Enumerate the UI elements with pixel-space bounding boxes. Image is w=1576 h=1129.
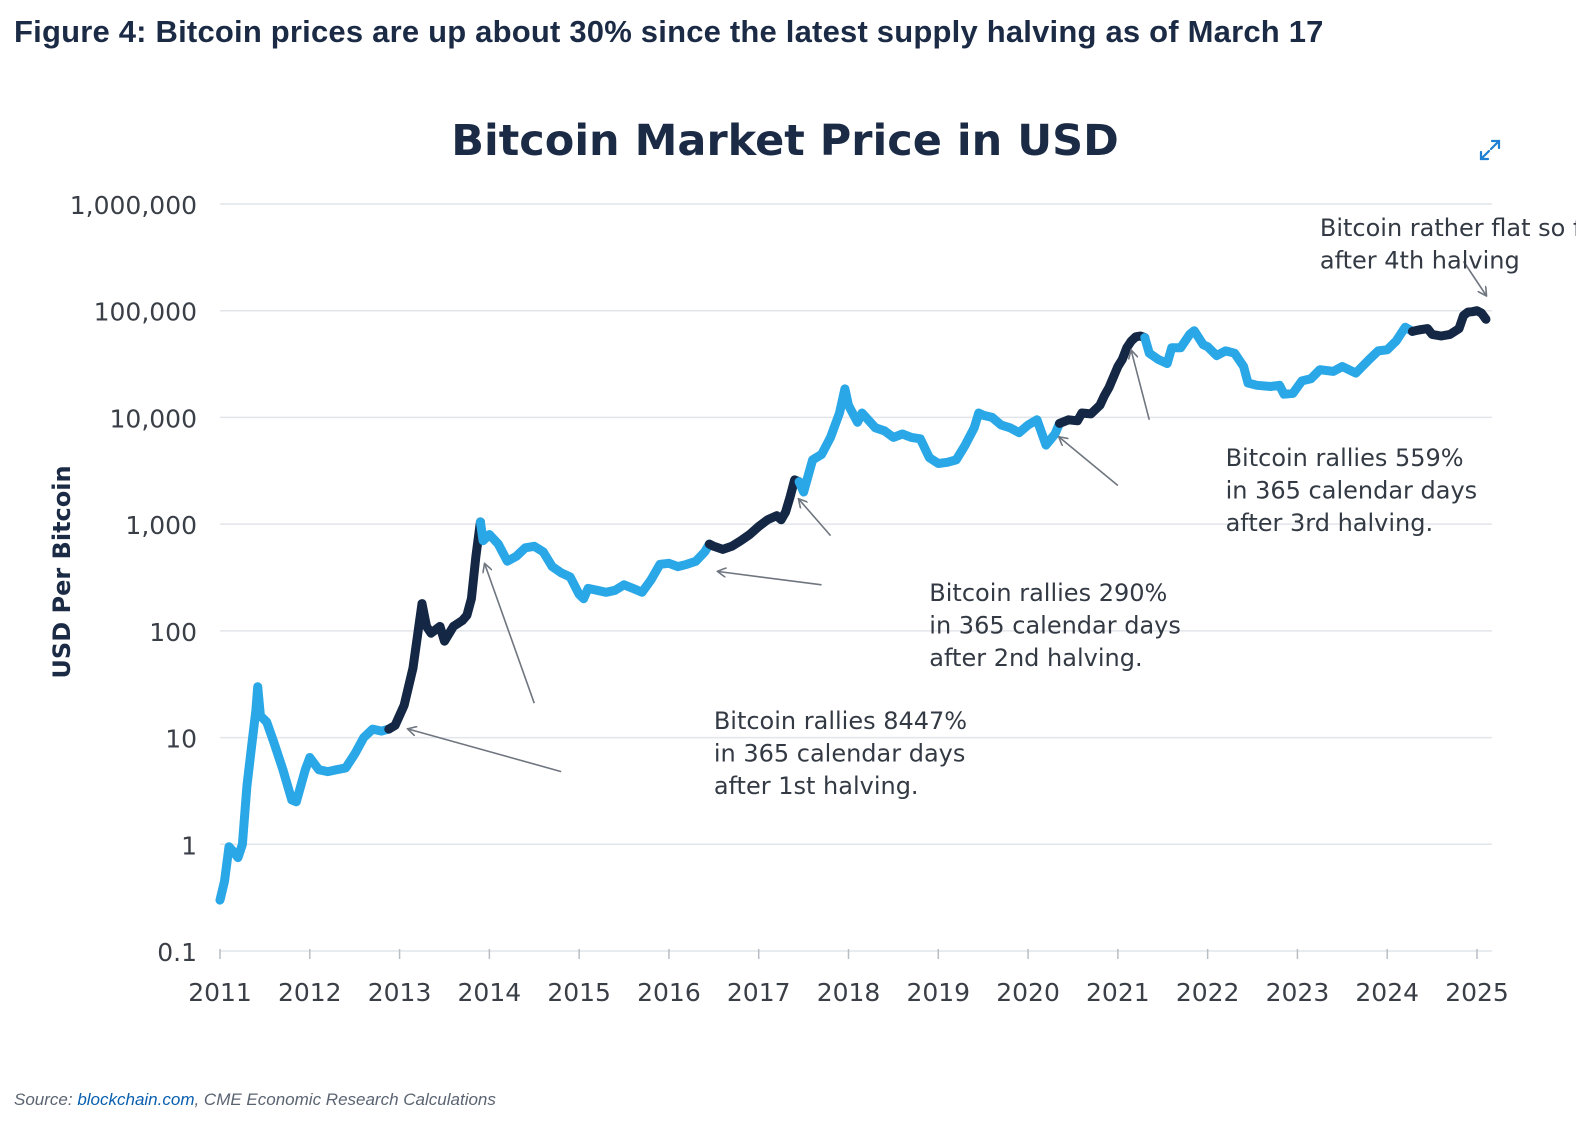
y-tick-label: 0.1 xyxy=(157,938,197,967)
annotation-text-line: in 365 calendar days xyxy=(1226,477,1478,505)
annotation-text-line: Bitcoin rallies 8447% xyxy=(714,707,967,735)
x-tick-label: 2018 xyxy=(817,978,881,1007)
x-tick-label: 2012 xyxy=(278,978,342,1007)
annotation-arrow xyxy=(1131,351,1151,421)
annotation-text-line: after 1st halving. xyxy=(714,772,919,800)
annotations-layer: Bitcoin rallies 8447% in 365 calendar day… xyxy=(409,214,1576,800)
annotation-arrow xyxy=(1059,437,1119,487)
annotation-3: Bitcoin rallies 559% in 365 calendar days… xyxy=(1059,351,1477,537)
annotation-text-line: in 365 calendar days xyxy=(714,740,966,768)
x-axis: 2011 2012 2013 2014 2015 2016 2017 2018 2019 2020… xyxy=(188,949,1509,1007)
source-note: Source: blockchain.com, CME Economic Res… xyxy=(14,1090,496,1110)
x-tick-label: 2013 xyxy=(368,978,432,1007)
annotation-2: Bitcoin rallies 290% in 365 calendar days… xyxy=(718,500,1181,672)
annotation-arrow xyxy=(485,564,536,704)
grid xyxy=(220,203,1492,952)
annotation-text-line: in 365 calendar days xyxy=(929,612,1181,640)
y-tick-label: 1,000,000 xyxy=(70,191,197,220)
x-tick-label: 2019 xyxy=(906,978,970,1007)
x-tick-label: 2017 xyxy=(727,978,791,1007)
bitcoin-price-chart: Bitcoin Market Price in USD USD Per Bitc… xyxy=(48,116,1576,1007)
x-tick-label: 2024 xyxy=(1355,978,1419,1007)
y-tick-label: 1 xyxy=(181,831,197,860)
y-tick-label: 10,000 xyxy=(110,404,197,433)
x-tick-label: 2015 xyxy=(547,978,611,1007)
annotation-arrow xyxy=(409,729,562,773)
source-suffix: , CME Economic Research Calculations xyxy=(194,1090,496,1109)
y-tick-label: 100,000 xyxy=(94,298,197,327)
annotation-1: Bitcoin rallies 8447% in 365 calendar day… xyxy=(409,564,967,800)
annotation-text-line: after 3rd halving. xyxy=(1226,509,1434,537)
series-line-between-2nd-and-3rd-halving xyxy=(794,384,1064,497)
series-line-year-after-3rd-halving xyxy=(1055,331,1150,428)
series-layer xyxy=(215,306,1491,905)
x-tick-label: 2022 xyxy=(1176,978,1240,1007)
source-link[interactable]: blockchain.com xyxy=(77,1090,195,1109)
y-tick-label: 1,000 xyxy=(125,511,197,540)
chart-container: Bitcoin Market Price in USD USD Per Bitc… xyxy=(0,92,1576,1072)
annotation-4: Bitcoin rather flat so far after 4th halv… xyxy=(1320,214,1576,295)
x-tick-label: 2023 xyxy=(1266,978,1330,1007)
x-tick-label: 2014 xyxy=(458,978,522,1007)
series-line-between-1st-and-2nd-halving xyxy=(475,517,714,604)
x-tick-label: 2016 xyxy=(637,978,701,1007)
annotation-arrow xyxy=(1462,260,1486,295)
annotation-arrow xyxy=(799,500,832,537)
chart-title: Bitcoin Market Price in USD xyxy=(451,116,1119,166)
series-line-year-after-2nd-halving xyxy=(704,475,804,554)
source-prefix: Source: xyxy=(14,1090,78,1109)
annotation-text-line: after 2nd halving. xyxy=(929,644,1142,672)
y-axis: 0.1 1 10 100 1,000 10,000 100,000 1,000,000 xyxy=(70,191,197,967)
annotation-text-line: Bitcoin rather flat so far xyxy=(1320,214,1576,242)
x-tick-label: 2021 xyxy=(1086,978,1150,1007)
series-line-pre-1st-halving xyxy=(215,682,394,905)
x-tick-label: 2020 xyxy=(996,978,1060,1007)
y-tick-label: 10 xyxy=(165,725,197,754)
x-tick-label: 2011 xyxy=(188,978,252,1007)
series-line-after-4th-halving xyxy=(1407,306,1491,341)
annotation-text-line: Bitcoin rallies 290% xyxy=(929,579,1167,607)
series-line-between-3rd-and-4th-halving xyxy=(1140,322,1417,399)
x-tick-label: 2025 xyxy=(1445,978,1509,1007)
y-tick-label: 100 xyxy=(149,618,197,647)
expand-arrows-icon[interactable] xyxy=(1474,134,1506,166)
series-line-year-after-1st-halving xyxy=(384,517,485,734)
annotation-text-line: after 4th halving xyxy=(1320,247,1520,275)
annotation-arrow xyxy=(718,571,822,586)
y-axis-label: USD Per Bitcoin xyxy=(48,465,76,678)
annotation-text-line: Bitcoin rallies 559% xyxy=(1226,444,1464,472)
figure-title: Figure 4: Bitcoin prices are up about 30… xyxy=(14,14,1324,49)
